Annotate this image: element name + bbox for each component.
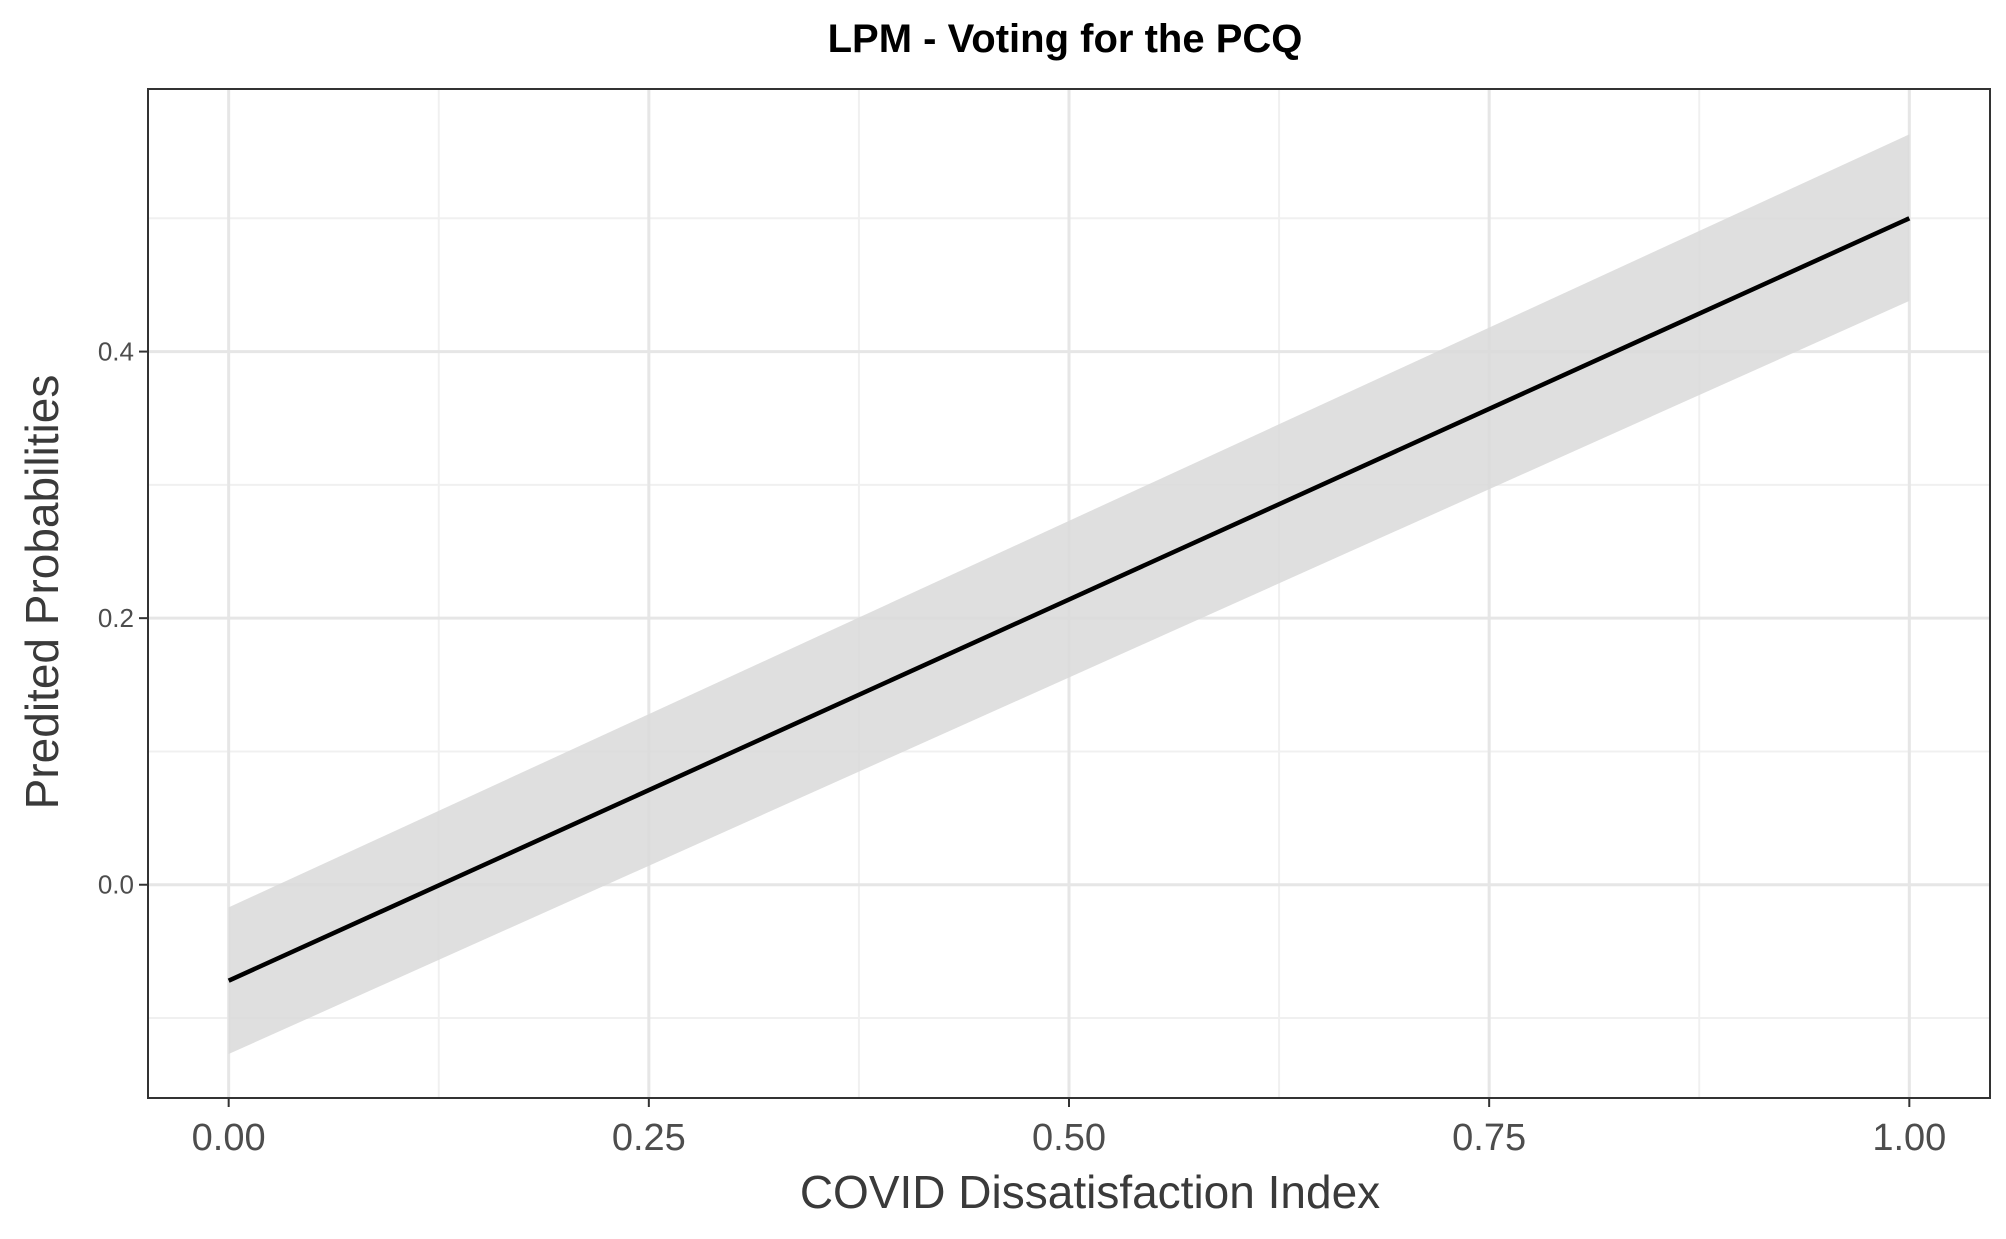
x-tick-label: 0.00	[192, 1117, 266, 1159]
x-axis-ticks: 0.00 0.25 0.50 0.75 1.00	[192, 1098, 1946, 1159]
y-axis-ticks: 0.0 0.2 0.4	[98, 337, 148, 900]
x-tick-label: 0.50	[1032, 1117, 1106, 1159]
fit-line	[227, 216, 1911, 983]
series-layer	[227, 134, 1911, 1055]
y-tick-label: 0.2	[98, 603, 134, 633]
y-axis-title: Predited Probabilities	[16, 375, 68, 810]
confidence-ribbon	[228, 134, 1910, 1055]
y-tick-label: 0.4	[98, 337, 134, 367]
x-tick-label: 0.75	[1452, 1117, 1526, 1159]
chart-title: LPM - Voting for the PCQ	[828, 17, 1303, 61]
y-tick-label: 0.0	[98, 870, 134, 900]
x-axis-title: COVID Dissatisfaction Index	[800, 1166, 1380, 1218]
x-tick-label: 0.25	[612, 1117, 686, 1159]
x-tick-label: 1.00	[1872, 1117, 1946, 1159]
